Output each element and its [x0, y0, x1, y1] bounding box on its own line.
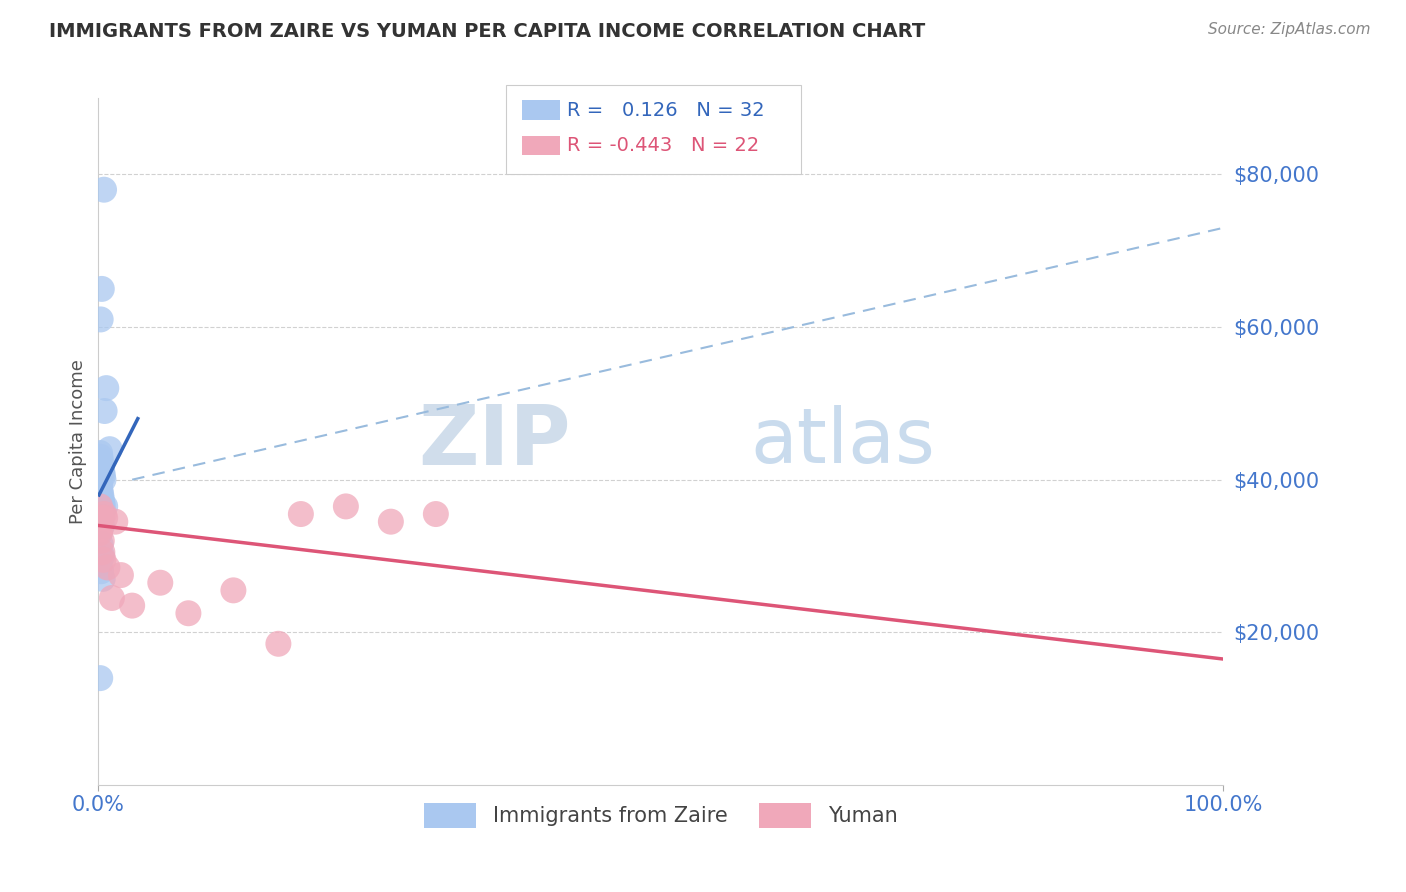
Point	[149, 575, 172, 590]
Point	[425, 507, 447, 521]
Point	[93, 473, 115, 487]
Point	[267, 637, 290, 651]
Point	[90, 491, 112, 506]
Point	[90, 564, 112, 578]
Point	[89, 671, 111, 685]
Y-axis label: Per Capita Income: Per Capita Income	[69, 359, 87, 524]
Point	[98, 442, 121, 457]
Point	[90, 511, 112, 525]
Point	[89, 526, 111, 541]
Point	[101, 591, 124, 605]
Point	[90, 453, 112, 467]
Point	[91, 469, 114, 483]
Point	[89, 526, 111, 541]
Point	[91, 549, 114, 563]
Point	[121, 599, 143, 613]
Point	[91, 572, 114, 586]
Point	[90, 458, 112, 472]
Text: atlas: atlas	[751, 405, 935, 478]
Point	[90, 461, 112, 475]
Point	[93, 507, 115, 521]
Point	[90, 511, 112, 525]
Point	[94, 500, 117, 514]
Point	[90, 282, 112, 296]
Point	[96, 381, 118, 395]
Point	[104, 515, 127, 529]
Legend: Immigrants from Zaire, Yuman: Immigrants from Zaire, Yuman	[416, 794, 905, 837]
Point	[335, 500, 357, 514]
Text: ZIP: ZIP	[419, 401, 571, 482]
Text: R =   0.126   N = 32: R = 0.126 N = 32	[567, 101, 765, 120]
Point	[89, 500, 111, 514]
Point	[91, 500, 114, 514]
Point	[290, 507, 312, 521]
Point	[91, 465, 114, 479]
Point	[94, 511, 117, 525]
Point	[89, 480, 111, 494]
Point	[89, 476, 111, 491]
Point	[177, 607, 200, 621]
Point	[89, 557, 111, 571]
Point	[90, 484, 112, 499]
Point	[89, 446, 111, 460]
Point	[96, 560, 118, 574]
Point	[93, 553, 115, 567]
Point	[90, 533, 112, 548]
Point	[90, 537, 112, 551]
Text: IMMIGRANTS FROM ZAIRE VS YUMAN PER CAPITA INCOME CORRELATION CHART: IMMIGRANTS FROM ZAIRE VS YUMAN PER CAPIT…	[49, 22, 925, 41]
Point	[110, 568, 132, 582]
Point	[89, 450, 111, 464]
Point	[89, 503, 111, 517]
Point	[91, 518, 114, 533]
Point	[93, 183, 115, 197]
Point	[380, 515, 402, 529]
Point	[91, 495, 114, 509]
Point	[222, 583, 245, 598]
Point	[90, 312, 112, 326]
Point	[93, 404, 115, 418]
Text: R = -0.443   N = 22: R = -0.443 N = 22	[567, 136, 759, 155]
Point	[90, 522, 112, 536]
Point	[90, 488, 112, 502]
Point	[91, 545, 114, 559]
Text: Source: ZipAtlas.com: Source: ZipAtlas.com	[1208, 22, 1371, 37]
